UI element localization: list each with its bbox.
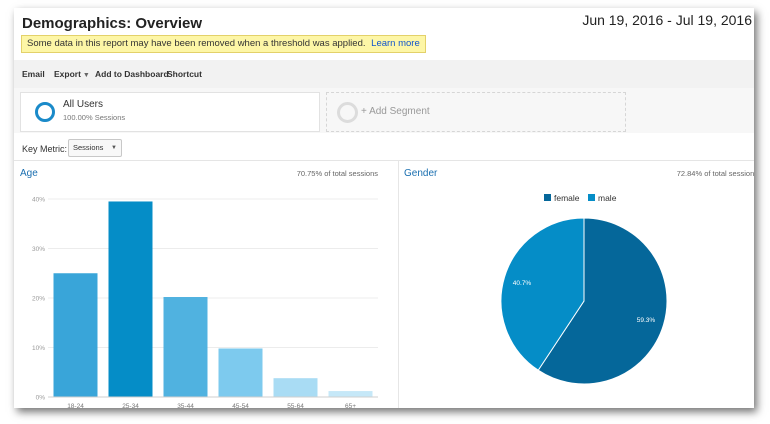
chevron-down-icon: ▼ [111,145,117,151]
add-segment-ring-icon [337,102,358,123]
bar-18-24[interactable] [53,273,98,397]
email-label: Email [22,69,45,79]
legend-swatch-male [588,194,595,201]
notice-text: Some data in this report may have been r… [27,38,366,49]
segment-name: All Users [63,99,104,110]
y-tick-label: 40% [32,197,45,204]
key-metric-label: Key Metric: [22,144,68,154]
legend-label-male: male [598,193,617,203]
legend-label-female: female [554,193,580,203]
x-tick-label: 18-24 [67,403,84,408]
bar-25-34[interactable] [108,201,153,397]
pie-value-label: 59.3% [637,317,656,324]
threshold-notice: Some data in this report may have been r… [21,35,426,53]
bar-35-44[interactable] [163,297,208,397]
export-label: Export [54,69,81,79]
gender-title: Gender [404,168,438,179]
add-to-dashboard-button[interactable]: Add to Dashboard [95,69,169,79]
y-tick-label: 30% [32,246,45,253]
pie-value-label: 40.7% [513,280,532,287]
segment-all-users[interactable]: All Users 100.00% Sessions [20,92,320,132]
learn-more-link[interactable]: Learn more [371,38,420,49]
x-tick-label: 65+ [345,403,356,408]
gender-panel: Gender 72.84% of total sessions female ma… [399,160,754,408]
shortcut-button[interactable]: Shortcut [167,69,202,79]
age-pct: 70.75% of total sessions [296,169,378,178]
gender-pct: 72.84% of total sessions [676,169,754,178]
x-tick-label: 35-44 [177,403,194,408]
page-title: Demographics: Overview [22,15,203,32]
report-toolbar: Email Export ▼ Add to Dashboard Shortcut [14,60,754,89]
segment-ring-icon [35,102,55,122]
pie-slice-male[interactable] [500,217,585,371]
gender-pie-chart: female male 59.3% 40.7% [500,193,668,385]
x-tick-label: 45-54 [232,403,249,408]
age-panel: Age 70.75% of total sessions 0% 10% 20% 30%… [14,160,398,408]
pie-slice-female[interactable] [537,217,668,385]
chevron-down-icon: ▼ [82,72,90,79]
panel-divider [398,160,399,408]
legend-swatch-female [544,194,551,201]
bar-45-54[interactable] [218,348,263,397]
email-button[interactable]: Email [22,69,45,79]
bar-65+[interactable] [328,391,373,397]
key-metric-value: Sessions [73,143,104,152]
y-tick-label: 0% [36,395,46,402]
x-tick-label: 55-64 [287,403,304,408]
x-tick-label: 25-34 [122,403,139,408]
date-range-picker[interactable]: Jun 19, 2016 - Jul 19, 2016 [582,12,752,28]
export-button[interactable]: Export ▼ [54,69,90,79]
shortcut-label: Shortcut [167,69,202,79]
segment-sessions: 100.00% Sessions [63,113,126,122]
y-tick-label: 10% [32,345,45,352]
add-to-dashboard-label: Add to Dashboard [95,69,169,79]
y-tick-label: 20% [32,296,45,303]
report-frame: Demographics: Overview Jun 19, 2016 - Ju… [14,8,754,408]
key-metric-dropdown[interactable]: Sessions ▼ [68,139,122,157]
segment-bar: All Users 100.00% Sessions + Add Segment [14,88,754,133]
age-bar-chart: 0% 10% 20% 30% 40% 18-24 25-34 35-44 45-54 55-64 6… [32,197,378,408]
age-title: Age [20,168,38,179]
add-segment-label: + Add Segment [361,106,430,117]
bar-55-64[interactable] [273,378,318,397]
add-segment-button[interactable]: + Add Segment [326,92,626,132]
